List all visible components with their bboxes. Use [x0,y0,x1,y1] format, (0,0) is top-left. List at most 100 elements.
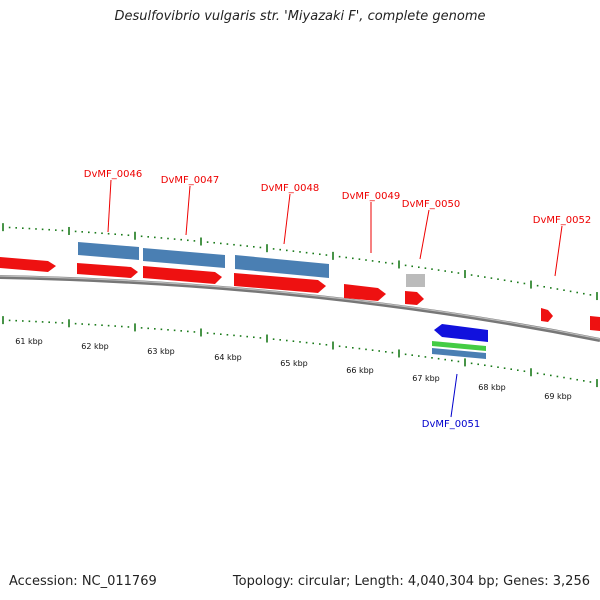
ruler-dot [173,238,176,240]
reverse-gene-arrow[interactable] [434,324,488,342]
ruler-dot [286,249,288,252]
kbp-tick-label: 69 kbp [544,392,572,401]
ruler-dot [391,262,394,265]
ruler-dot [437,269,440,271]
forward-gene-arrow[interactable] [143,266,222,284]
gene-label[interactable]: DvMF_0052 [533,215,591,226]
ruler-dot [411,265,413,268]
ruler-dot [299,251,301,253]
cds-feature[interactable] [235,255,329,278]
forward-gene-arrow[interactable] [234,273,326,293]
ruler-dot [55,321,57,324]
ruler-dot [88,231,90,234]
ruler-dot [121,325,123,328]
extra-feature[interactable] [432,341,486,351]
kbp-labels: 61 kbp 62 kbp 63 kbp 64 kbp 65 kbp 66 kb… [15,337,572,401]
forward-gene-arrow[interactable] [590,316,600,331]
ruler-dot [517,281,519,284]
ruler-dot [206,241,209,243]
ruler-dot [81,231,83,233]
ruler-dot [35,320,37,323]
ruler-dot [193,331,196,333]
ruler-dot [226,243,229,245]
ruler-dot [226,333,229,336]
ruler-dot [477,363,479,366]
ruler-dot [74,322,77,325]
ruler-dot [187,330,189,333]
cds-feature[interactable] [143,248,225,268]
ruler-dot [299,341,301,343]
gene-label[interactable]: DvMF_0049 [342,191,400,202]
gene-label[interactable]: DvMF_0048 [261,183,319,194]
gene-label[interactable]: DvMF_0047 [161,175,219,186]
ruler-dot [41,228,44,231]
forward-gene-arrow[interactable] [344,284,386,301]
ruler-dot [8,226,11,229]
ruler-dot [338,345,341,348]
ruler-dot [583,380,585,382]
ruler-dot [101,232,103,235]
ruler-dot [470,274,473,276]
gene-label[interactable]: DvMF_0050 [402,199,460,210]
ruler-dot [451,359,453,362]
gene-label[interactable]: DvMF_0051 [422,419,480,430]
gene-label[interactable]: DvMF_0046 [84,169,142,180]
kbp-tick-label: 67 kbp [412,374,440,383]
ruler-dot [305,341,308,344]
ruler-dot [147,236,149,238]
cds-feature[interactable] [432,348,486,359]
ruler-dot [272,248,275,250]
ruler-dot [543,373,545,376]
ruler-dot [28,227,31,230]
ruler-dot [345,346,347,348]
ruler-dot [424,356,427,358]
ruler-dot [358,347,361,350]
map-title: Desulfovibrio vulgaris str. 'Miyazaki F'… [114,9,486,24]
ruler-dot [15,227,17,229]
ruler-dot [352,347,354,349]
ruler-dot [556,288,559,290]
ruler-dot [140,235,143,238]
ruler-dot [569,290,572,293]
ruler-dot [187,239,189,242]
ruler-dot [444,358,446,361]
ruler-dot [378,350,380,352]
misc-feature[interactable] [406,274,425,287]
forward-gene-arrow[interactable] [0,257,56,272]
ruler-dot [206,332,209,334]
ruler-dot [576,291,578,294]
ruler-dot [319,343,321,345]
ruler-dot [160,237,163,239]
cds-feature[interactable] [78,242,139,260]
ruler-dot [154,236,156,239]
ruler-dot [589,381,592,383]
ruler-dot [127,326,130,328]
gene-labels: DvMF_0046 DvMF_0047 DvMF_0048 DvMF_0049 … [84,169,591,430]
kbp-tick-label: 68 kbp [478,383,506,392]
ruler-dot [484,364,486,367]
ruler-dot [503,367,506,369]
kbp-tick-label: 63 kbp [147,347,175,356]
ruler-dot [292,250,295,252]
ruler-dot [239,335,242,337]
ruler-dot [220,333,222,335]
forward-strand-genes [0,257,600,331]
ruler-dot [22,320,24,322]
forward-gene-arrow[interactable] [405,291,424,305]
genome-backbone [0,275,600,342]
ruler-dot [523,370,526,373]
ruler-dot [246,245,248,247]
forward-gene-arrow[interactable] [77,263,138,278]
ruler-dot [312,252,314,255]
ruler-dot [167,237,169,240]
ruler-dot [385,261,387,264]
inner-ruler [2,316,598,388]
ruler-dot [167,329,169,331]
label-leader-line [554,225,563,277]
forward-gene-arrow[interactable] [541,308,553,322]
ruler-dot [510,280,512,283]
ruler-dot [55,229,57,231]
ruler-dot [418,266,420,269]
ruler-dot [345,256,347,259]
